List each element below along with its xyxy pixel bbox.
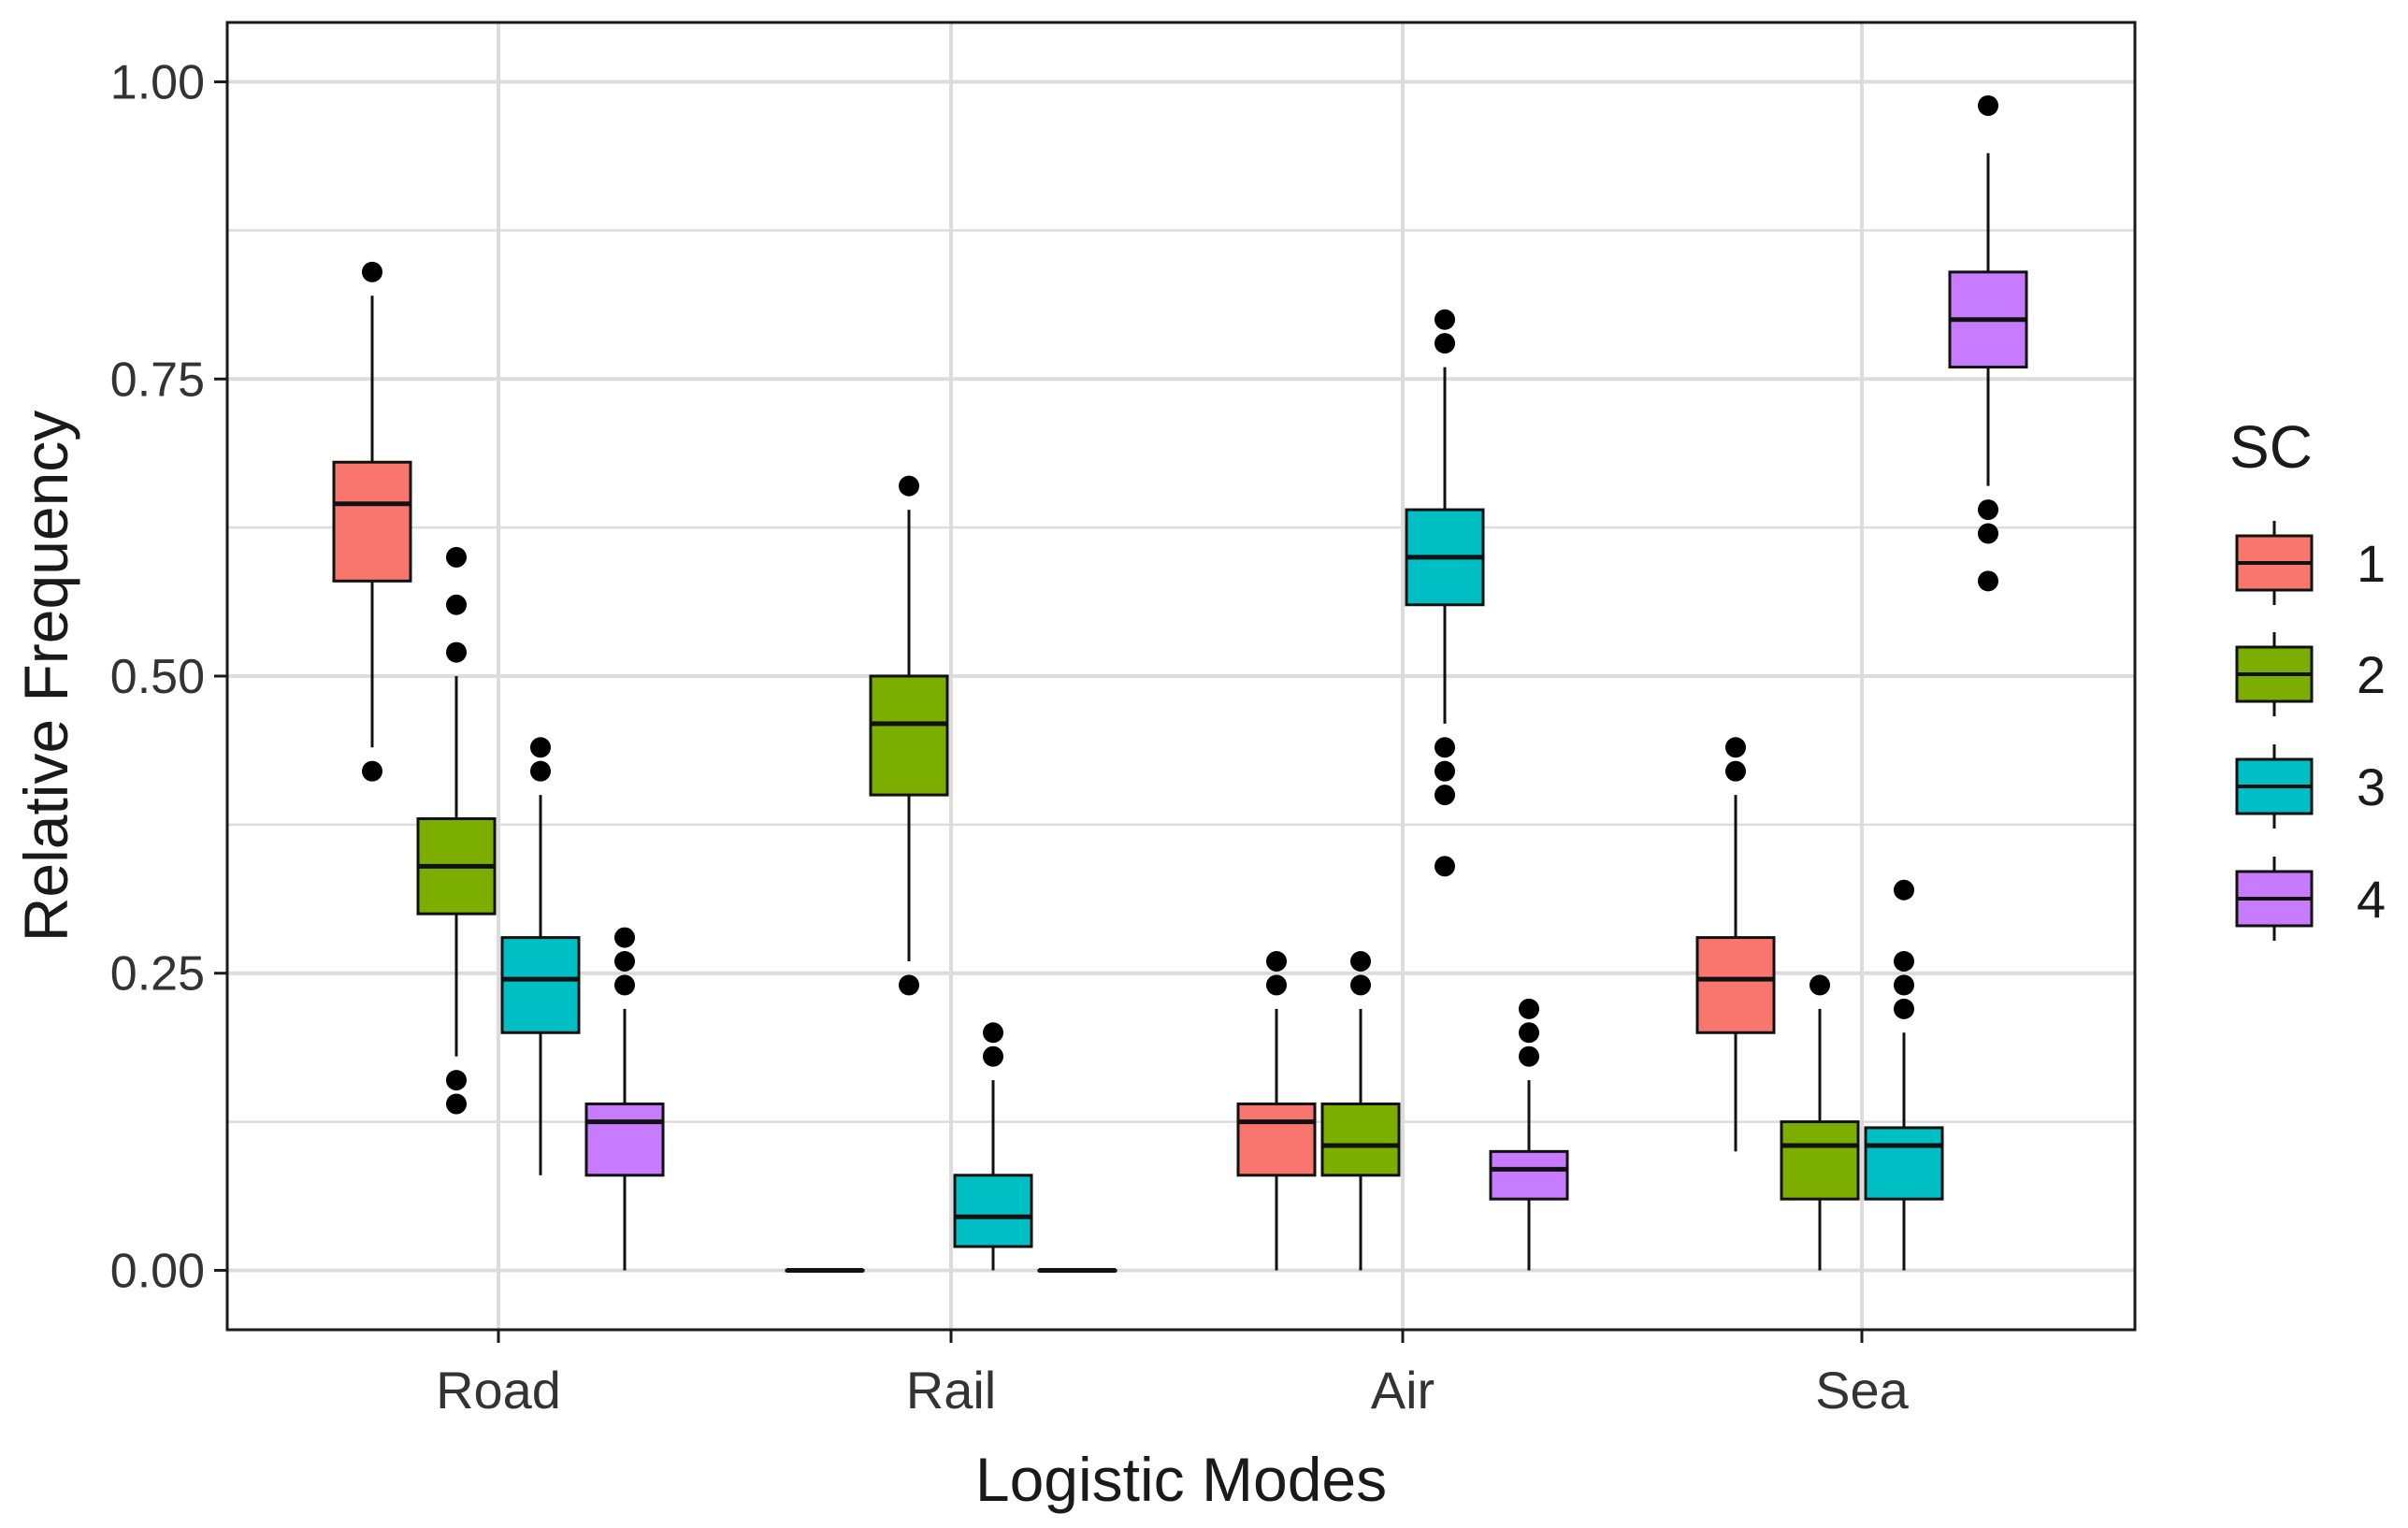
box-4-road bbox=[584, 927, 665, 1271]
y-axis-title: Relative Frequency bbox=[11, 411, 80, 943]
box-2-air bbox=[1320, 951, 1401, 1271]
legend-label: 2 bbox=[2357, 645, 2386, 704]
legend-label: 1 bbox=[2357, 534, 2386, 593]
box-3-road bbox=[500, 737, 581, 1175]
outlier-point bbox=[1978, 570, 1998, 592]
outlier-point bbox=[1435, 309, 1455, 330]
outlier-point bbox=[1894, 951, 1914, 973]
box-4-air bbox=[1489, 998, 1569, 1271]
outlier-point bbox=[1519, 998, 1539, 1019]
box-1-rail bbox=[785, 1267, 865, 1273]
y-tick-label: 0.00 bbox=[110, 1244, 205, 1298]
legend-label: 3 bbox=[2357, 757, 2386, 816]
outlier-point bbox=[1978, 94, 1998, 116]
legend-item-3: 3 bbox=[2235, 744, 2386, 829]
x-tick-label: Air bbox=[1371, 1361, 1435, 1420]
outlier-point bbox=[446, 1070, 467, 1091]
box-body bbox=[1236, 1103, 1317, 1177]
box-body bbox=[869, 674, 949, 797]
y-tick-label: 1.00 bbox=[110, 56, 205, 110]
x-axis: Road Rail Air Sea bbox=[436, 1330, 1910, 1420]
box-body bbox=[1489, 1149, 1569, 1201]
outlier-point bbox=[1978, 523, 1998, 544]
outlier-point bbox=[530, 737, 551, 758]
outlier-point bbox=[1435, 333, 1455, 354]
y-tick-label: 0.50 bbox=[110, 650, 205, 704]
outlier-point bbox=[614, 974, 635, 996]
outlier-point bbox=[1725, 760, 1746, 782]
y-tick-label: 0.75 bbox=[110, 353, 205, 407]
box-3-rail bbox=[953, 1022, 1033, 1271]
box-1-sea bbox=[1695, 737, 1776, 1152]
outlier-point bbox=[983, 1045, 1003, 1067]
box-body bbox=[1780, 1120, 1860, 1201]
box-body bbox=[1320, 1103, 1401, 1177]
box-3-air bbox=[1405, 309, 1485, 877]
x-tick-label: Rail bbox=[906, 1361, 996, 1420]
outlier-point bbox=[1435, 856, 1455, 877]
box-4-sea bbox=[1948, 94, 2028, 592]
box-2-road bbox=[416, 546, 497, 1115]
outlier-point bbox=[446, 594, 467, 615]
outlier-point bbox=[614, 951, 635, 973]
box-body bbox=[953, 1174, 1033, 1248]
legend-title: SC bbox=[2229, 413, 2313, 481]
x-tick-label: Sea bbox=[1815, 1361, 1909, 1420]
box-4-rail bbox=[1037, 1267, 1117, 1273]
outlier-point bbox=[1894, 879, 1914, 901]
outlier-point bbox=[446, 546, 467, 568]
outlier-point bbox=[1350, 951, 1371, 973]
box-body bbox=[332, 460, 412, 583]
outlier-point bbox=[1978, 499, 1998, 521]
outlier-point bbox=[1894, 998, 1914, 1019]
box-1-air bbox=[1236, 951, 1317, 1271]
box-2-sea bbox=[1780, 974, 1860, 1271]
box-body bbox=[584, 1103, 665, 1177]
outlier-point bbox=[1894, 974, 1914, 996]
outlier-point bbox=[362, 760, 382, 782]
box-body bbox=[1695, 936, 1776, 1034]
outlier-point bbox=[899, 475, 919, 497]
outlier-point bbox=[446, 641, 467, 663]
y-tick-label: 0.25 bbox=[110, 947, 205, 1002]
outlier-point bbox=[1519, 1022, 1539, 1044]
outlier-point bbox=[1435, 785, 1455, 806]
box-body bbox=[500, 936, 581, 1034]
outlier-point bbox=[362, 261, 382, 282]
legend-item-2: 2 bbox=[2235, 632, 2386, 716]
box-body bbox=[1864, 1126, 1944, 1201]
x-tick-label: Road bbox=[436, 1361, 561, 1420]
outlier-point bbox=[1810, 974, 1830, 996]
outlier-point bbox=[899, 974, 919, 996]
outlier-point bbox=[614, 927, 635, 948]
outlier-point bbox=[446, 1093, 467, 1115]
legend-item-4: 4 bbox=[2235, 857, 2386, 941]
legend-item-1: 1 bbox=[2235, 521, 2386, 605]
box-2-rail bbox=[869, 475, 949, 996]
box-1-road bbox=[332, 261, 412, 782]
box-3-sea bbox=[1864, 879, 1944, 1271]
outlier-point bbox=[1350, 974, 1371, 996]
legend: SC 1 2 3 4 bbox=[2229, 413, 2386, 941]
outlier-point bbox=[983, 1022, 1003, 1044]
legend-label: 4 bbox=[2357, 870, 2386, 929]
y-axis: 0.00 0.25 0.50 0.75 1.00 bbox=[110, 56, 227, 1298]
boxes-layer bbox=[332, 94, 2028, 1273]
outlier-point bbox=[1266, 974, 1287, 996]
outlier-point bbox=[1435, 760, 1455, 782]
outlier-point bbox=[530, 760, 551, 782]
outlier-point bbox=[1725, 737, 1746, 758]
outlier-point bbox=[1266, 951, 1287, 973]
outlier-point bbox=[1435, 737, 1455, 758]
x-axis-title: Logistic Modes bbox=[975, 1445, 1387, 1514]
outlier-point bbox=[1519, 1045, 1539, 1067]
